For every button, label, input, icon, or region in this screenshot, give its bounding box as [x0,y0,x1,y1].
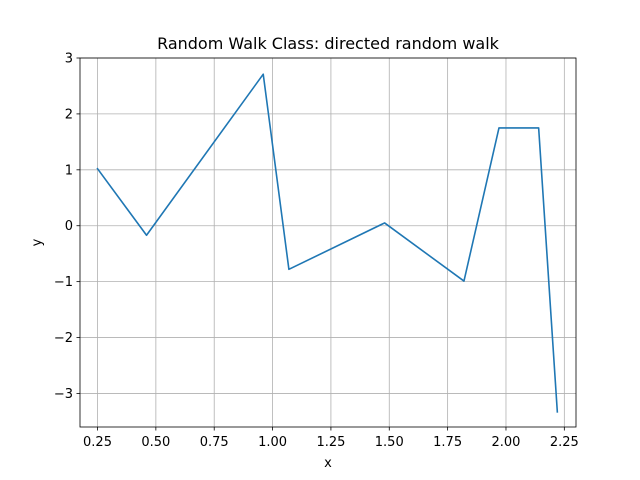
y-axis-label: y [30,238,45,246]
axis-ticks: 0.25 0.50 0.75 1.00 1.25 1.50 1.75 2.00 2.25 −3 −2… [54,52,579,451]
x-tick-label: 1.00 [258,435,287,450]
chart-title: Random Walk Class: directed random walk [157,34,500,53]
x-tick-label: 0.25 [83,435,112,450]
y-tick-label: 3 [65,52,73,67]
data-series [96,73,559,413]
plot-frame [79,57,577,428]
x-tick-label: 0.50 [141,435,170,450]
y-tick-label: −1 [54,275,73,290]
y-tick-label: 2 [65,107,73,122]
y-tick-label: −3 [54,387,73,402]
series-line [96,73,559,413]
y-tick-label: 0 [65,219,73,234]
x-axis-label: x [324,456,332,471]
x-tick-label: 1.50 [375,435,404,450]
x-tick-label: 1.25 [316,435,345,450]
grid [80,57,576,427]
x-tick-label: 1.75 [433,435,462,450]
y-tick-label: 1 [65,163,73,178]
x-tick-label: 0.75 [200,435,229,450]
x-tick-label: 2.00 [491,435,520,450]
x-tick-label: 2.25 [550,435,579,450]
y-tick-label: −2 [54,331,73,346]
